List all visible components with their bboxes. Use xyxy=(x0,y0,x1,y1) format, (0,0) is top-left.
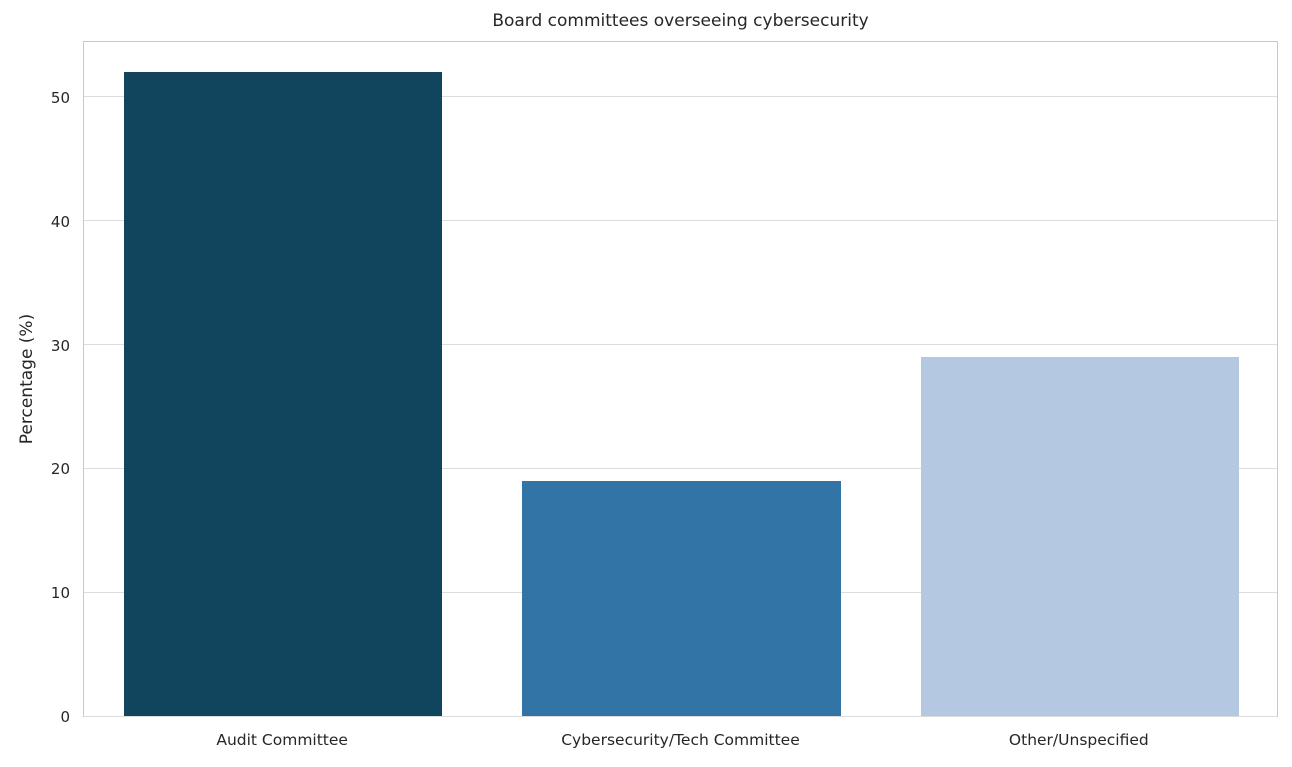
y-tick-label-10: 10 xyxy=(50,584,70,603)
x-tick-label-1: Audit Committee xyxy=(216,731,348,749)
y-tick-label-30: 30 xyxy=(50,336,70,355)
gridline-y-20 xyxy=(84,467,1277,469)
bar-cybersecurity-tech-committee xyxy=(522,480,841,716)
y-tick-label-40: 40 xyxy=(50,212,70,231)
gridline-y-50 xyxy=(84,96,1277,98)
y-tick-label-50: 50 xyxy=(50,88,70,107)
plot-area xyxy=(83,41,1278,717)
bar-audit-committee xyxy=(123,72,443,716)
y-tick-label-20: 20 xyxy=(50,460,70,479)
gridline-y-0 xyxy=(84,715,1277,717)
x-tick-label-3: Other/Unspecified xyxy=(1008,731,1149,749)
gridline-y-30 xyxy=(84,344,1277,346)
bar-other-unspecified xyxy=(920,356,1240,716)
y-axis-label: Percentage (%) xyxy=(17,313,37,445)
y-tick-label-0: 0 xyxy=(60,708,70,726)
chart-title: Board committees overseeing cybersecurit… xyxy=(492,11,869,31)
gridline-y-40 xyxy=(84,220,1277,222)
x-tick-label-2: Cybersecurity/Tech Committee xyxy=(561,731,800,749)
